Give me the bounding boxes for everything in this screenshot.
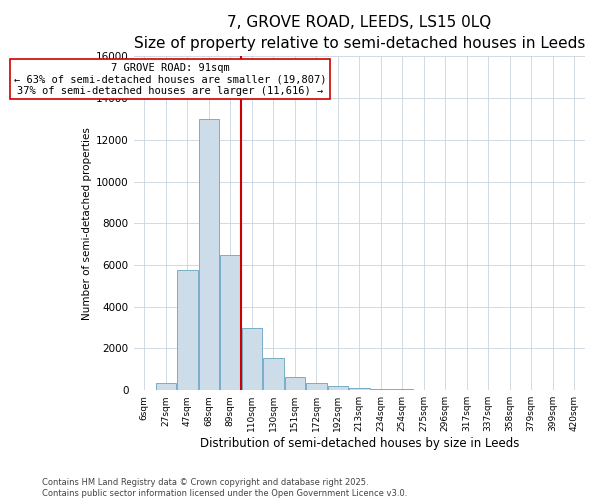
Bar — [177, 270, 197, 390]
Bar — [371, 389, 391, 390]
Title: 7, GROVE ROAD, LEEDS, LS15 0LQ
Size of property relative to semi-detached houses: 7, GROVE ROAD, LEEDS, LS15 0LQ Size of p… — [134, 15, 585, 51]
Text: Contains HM Land Registry data © Crown copyright and database right 2025.
Contai: Contains HM Land Registry data © Crown c… — [42, 478, 407, 498]
X-axis label: Distribution of semi-detached houses by size in Leeds: Distribution of semi-detached houses by … — [200, 437, 519, 450]
Bar — [284, 378, 305, 390]
Bar — [199, 119, 219, 390]
Text: 7 GROVE ROAD: 91sqm
← 63% of semi-detached houses are smaller (19,807)
37% of se: 7 GROVE ROAD: 91sqm ← 63% of semi-detach… — [14, 62, 326, 96]
Bar — [242, 328, 262, 390]
Bar — [155, 382, 176, 390]
Y-axis label: Number of semi-detached properties: Number of semi-detached properties — [82, 127, 92, 320]
Bar — [220, 254, 241, 390]
Bar — [392, 388, 413, 390]
Bar — [349, 388, 370, 390]
Bar — [328, 386, 348, 390]
Bar — [263, 358, 284, 390]
Bar — [306, 382, 326, 390]
